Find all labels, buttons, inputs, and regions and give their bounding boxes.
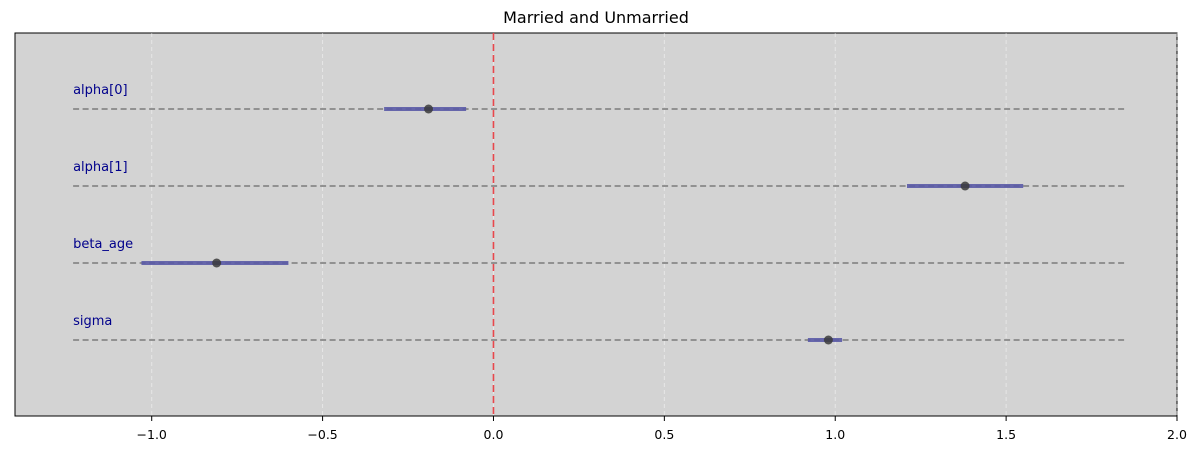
x-tick-label: 1.0 <box>825 427 845 442</box>
parameter-label: sigma <box>73 314 112 329</box>
x-tick-label: 0.0 <box>484 427 504 442</box>
parameter-label: alpha[1] <box>73 160 127 175</box>
x-tick-label: −1.0 <box>137 427 167 442</box>
parameter-row: sigma <box>73 314 1126 345</box>
x-tick-label: −0.5 <box>307 427 337 442</box>
chart-title: Married and Unmarried <box>503 8 689 27</box>
mean-point <box>823 335 833 345</box>
mean-point <box>212 258 222 268</box>
x-tick-label: 1.5 <box>996 427 1016 442</box>
parameter-label: beta_age <box>73 237 133 252</box>
mean-point <box>424 104 434 114</box>
parameter-label: alpha[0] <box>73 83 127 98</box>
parameter-row: beta_age <box>73 237 1126 268</box>
mean-point <box>960 181 970 191</box>
plot-area <box>14 32 1178 417</box>
x-axis: −1.0 −0.5 0.0 0.5 1.0 1.5 2.0 <box>137 416 1187 442</box>
x-tick-label: 2.0 <box>1167 427 1187 442</box>
parameter-row: alpha[1] <box>73 160 1126 191</box>
x-tick-label: 0.5 <box>654 427 674 442</box>
parameter-row: alpha[0] <box>73 83 1126 114</box>
